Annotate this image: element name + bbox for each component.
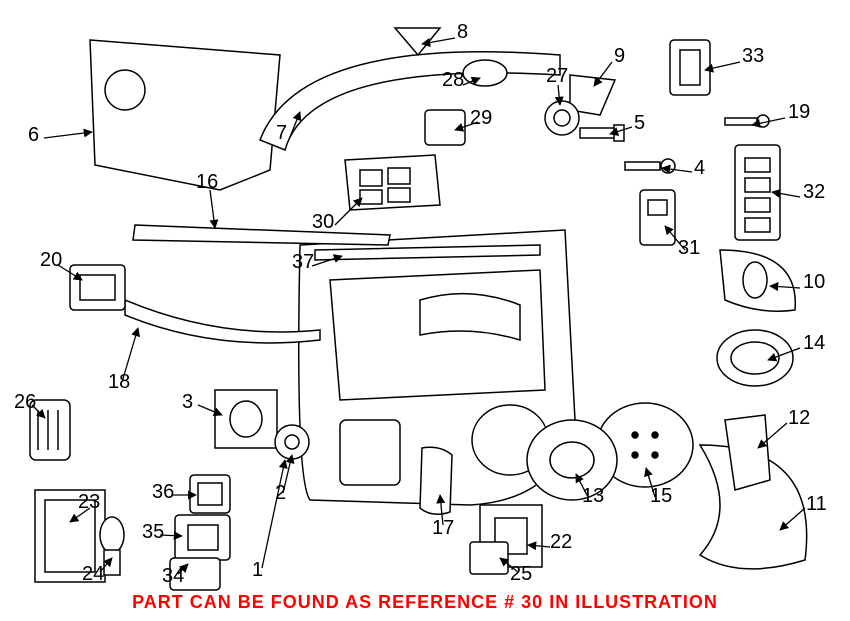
callout-4: 4: [694, 158, 705, 178]
callout-29: 29: [470, 108, 492, 128]
callout-19: 19: [788, 102, 810, 122]
callout-12: 12: [788, 408, 810, 428]
callout-14: 14: [803, 333, 825, 353]
callout-10: 10: [803, 272, 825, 292]
parts-artwork: [0, 0, 850, 621]
callout-18: 18: [108, 372, 130, 392]
callout-17: 17: [432, 518, 454, 538]
callout-22: 22: [550, 532, 572, 552]
callout-7: 7: [276, 123, 287, 143]
callout-30: 30: [312, 212, 334, 232]
callout-34: 34: [162, 566, 184, 586]
callout-15: 15: [650, 486, 672, 506]
callout-16: 16: [196, 172, 218, 192]
callout-31: 31: [678, 238, 700, 258]
callout-33: 33: [742, 46, 764, 66]
callout-36: 36: [152, 482, 174, 502]
callout-2: 2: [275, 483, 286, 503]
callout-3: 3: [182, 392, 193, 412]
callout-9: 9: [614, 46, 625, 66]
callout-25: 25: [510, 564, 532, 584]
callout-27: 27: [546, 66, 568, 86]
callout-13: 13: [582, 486, 604, 506]
callout-6: 6: [28, 125, 39, 145]
callout-26: 26: [14, 392, 36, 412]
callout-1: 1: [252, 560, 263, 580]
callout-11: 11: [806, 494, 827, 514]
callout-35: 35: [142, 522, 164, 542]
leader-lines: [0, 0, 850, 621]
callout-23: 23: [78, 492, 100, 512]
callout-32: 32: [803, 182, 825, 202]
callout-5: 5: [634, 113, 645, 133]
reference-note: PART CAN BE FOUND AS REFERENCE # 30 IN I…: [0, 592, 850, 613]
callout-20: 20: [40, 250, 62, 270]
callout-37: 37: [292, 252, 314, 272]
callout-8: 8: [457, 22, 468, 42]
callout-24: 24: [82, 564, 104, 584]
callout-28: 28: [442, 70, 464, 90]
parts-diagram: 1 2 3 4 5 6 7 8 9 10 11 12 13 14 15 16 1…: [0, 0, 850, 621]
